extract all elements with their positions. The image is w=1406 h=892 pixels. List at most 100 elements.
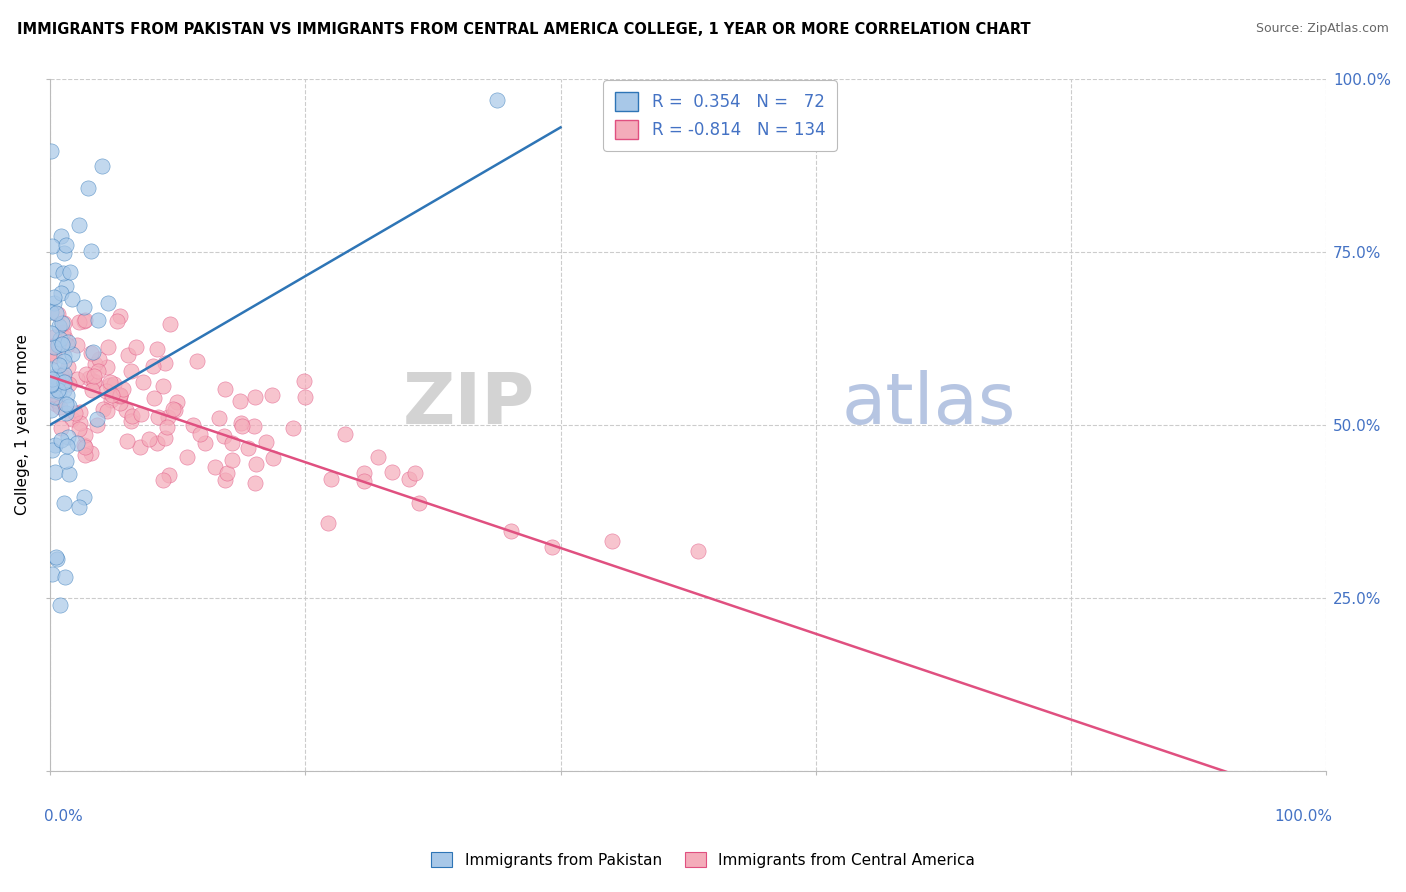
Point (41, 372, 63, 386)
Point (82, 345, 104, 359)
Point (120, 414, 142, 428)
Point (100, 393, 122, 408)
Point (159, 317, 181, 331)
Point (600, 533, 623, 548)
Point (353, 466, 375, 480)
Point (157, 467, 180, 482)
Point (132, 375, 155, 389)
Point (42, 384, 65, 398)
Point (499, 524, 522, 538)
Point (52, 349, 75, 363)
Text: 0.0%: 0.0% (44, 809, 83, 823)
Point (125, 340, 148, 354)
Point (48, 358, 70, 372)
Point (142, 359, 165, 373)
Point (55, 439, 77, 453)
Point (73, 448, 96, 462)
Text: atlas: atlas (841, 369, 1015, 439)
Point (41, 402, 63, 417)
Point (48, 373, 70, 387)
Point (56, 360, 79, 375)
Point (52, 266, 75, 280)
Point (45, 549, 67, 564)
Point (243, 419, 266, 434)
Point (398, 472, 420, 486)
Point (55, 454, 77, 468)
Point (42, 330, 65, 344)
Point (67, 500, 90, 515)
Point (73, 490, 96, 504)
Point (41, 339, 63, 353)
Point (115, 434, 138, 449)
Point (231, 419, 253, 434)
Point (42, 371, 65, 385)
Legend: R =  0.354   N =   72, R = -0.814   N = 134: R = 0.354 N = 72, R = -0.814 N = 134 (603, 80, 837, 151)
Point (48, 384, 70, 399)
Point (73, 427, 96, 442)
Point (73, 314, 96, 328)
Point (97, 296, 120, 310)
Point (49, 433, 72, 447)
Point (146, 342, 169, 356)
Point (46, 307, 69, 321)
Point (292, 374, 315, 388)
Point (87, 351, 110, 366)
Point (100, 375, 122, 389)
Point (367, 450, 389, 464)
Point (236, 441, 259, 455)
Point (49, 598, 72, 612)
Point (53, 331, 76, 345)
Point (41, 344, 63, 359)
Point (42, 290, 65, 304)
Point (80, 244, 103, 259)
Point (52, 246, 75, 260)
Point (52, 316, 75, 330)
Point (138, 432, 160, 446)
Point (53, 496, 76, 510)
Point (485, 93, 508, 107)
Legend: Immigrants from Pakistan, Immigrants from Central America: Immigrants from Pakistan, Immigrants fro… (423, 844, 983, 875)
Point (97, 340, 120, 354)
Point (215, 466, 238, 480)
Point (214, 473, 236, 487)
Point (42, 340, 65, 354)
Point (353, 474, 375, 488)
Point (262, 450, 284, 465)
Point (120, 364, 142, 378)
Point (181, 418, 204, 433)
Y-axis label: College, 1 year or more: College, 1 year or more (15, 334, 30, 516)
Point (254, 435, 277, 450)
Point (229, 416, 252, 430)
Point (46, 338, 69, 352)
Point (58, 430, 80, 444)
Point (381, 465, 404, 479)
Point (41, 361, 63, 376)
Point (55, 406, 77, 420)
Point (60, 412, 83, 426)
Point (44, 369, 66, 384)
Point (41, 567, 63, 582)
Point (204, 460, 226, 475)
Point (45, 374, 67, 388)
Point (44, 465, 66, 479)
Point (110, 389, 132, 403)
Point (52, 368, 75, 383)
Point (48, 400, 70, 414)
Point (44, 390, 66, 404)
Point (176, 450, 198, 464)
Text: IMMIGRANTS FROM PAKISTAN VS IMMIGRANTS FROM CENTRAL AMERICA COLLEGE, 1 YEAR OR M: IMMIGRANTS FROM PAKISTAN VS IMMIGRANTS F… (17, 22, 1031, 37)
Point (221, 453, 243, 467)
Point (281, 421, 304, 435)
Point (152, 379, 174, 393)
Point (117, 348, 139, 362)
Point (55, 397, 77, 411)
Point (87, 364, 110, 378)
Point (44, 379, 66, 393)
Point (52, 384, 75, 398)
Point (41, 144, 63, 158)
Point (55, 387, 77, 401)
Point (221, 436, 243, 450)
Point (321, 472, 343, 486)
Point (75, 440, 97, 454)
Point (82, 384, 104, 398)
